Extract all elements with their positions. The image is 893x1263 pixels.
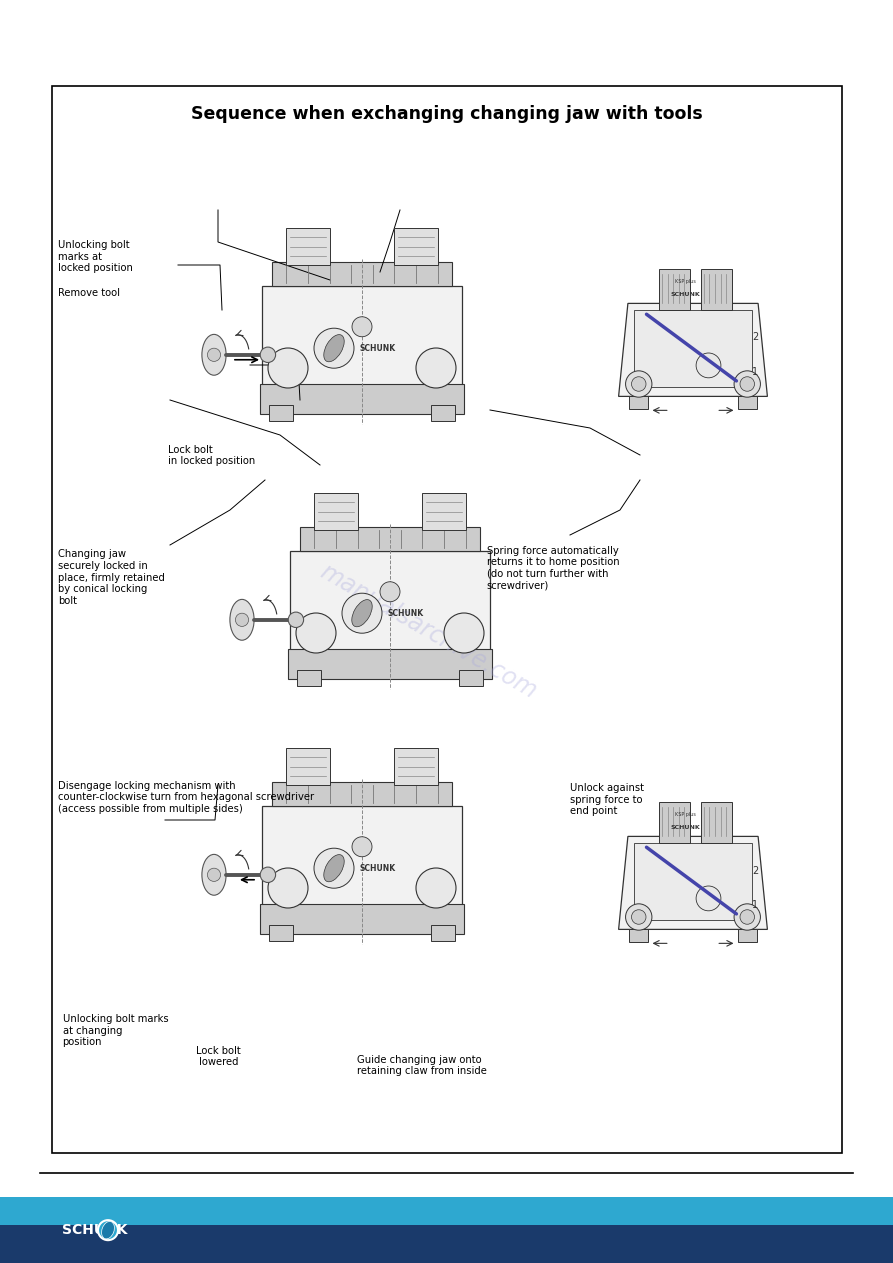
Text: Lock bolt
in locked position: Lock bolt in locked position — [168, 445, 255, 466]
Circle shape — [734, 904, 761, 930]
Bar — [430, 404, 455, 421]
Circle shape — [416, 349, 456, 388]
Text: Disengage locking mechanism with
counter-clockwise turn from hexagonal screwdriv: Disengage locking mechanism with counter… — [58, 781, 314, 813]
Circle shape — [236, 614, 248, 626]
Bar — [430, 925, 455, 941]
Circle shape — [207, 868, 221, 882]
Text: Unlock against
spring force to
end point: Unlock against spring force to end point — [570, 783, 644, 816]
Bar — [738, 930, 756, 942]
Text: SCHUNK: SCHUNK — [388, 609, 424, 618]
Bar — [52, 86, 842, 1153]
Bar — [288, 649, 492, 678]
Polygon shape — [619, 303, 767, 397]
Text: 1: 1 — [752, 899, 758, 909]
Ellipse shape — [202, 854, 226, 895]
Bar — [634, 309, 752, 386]
Bar — [272, 263, 452, 285]
Circle shape — [380, 582, 400, 601]
Text: SCHUNK: SCHUNK — [360, 864, 396, 873]
Circle shape — [631, 909, 646, 925]
Bar — [422, 494, 466, 529]
Bar — [738, 397, 756, 409]
Bar — [297, 669, 321, 686]
Circle shape — [740, 909, 755, 925]
Bar — [262, 285, 462, 393]
Bar — [659, 269, 690, 309]
Bar — [0, 1197, 893, 1263]
Bar — [260, 384, 464, 413]
Circle shape — [314, 849, 354, 888]
Text: SCHUNK: SCHUNK — [360, 344, 396, 352]
Bar — [260, 904, 464, 933]
Text: 2: 2 — [752, 332, 758, 342]
Circle shape — [268, 868, 308, 908]
Circle shape — [268, 349, 308, 388]
Text: Spring force automatically
returns it to home position
(do not turn further with: Spring force automatically returns it to… — [487, 546, 620, 590]
Circle shape — [626, 371, 652, 397]
Circle shape — [734, 371, 761, 397]
Circle shape — [260, 868, 276, 883]
Circle shape — [697, 887, 721, 911]
Circle shape — [342, 594, 382, 633]
Ellipse shape — [352, 600, 372, 626]
Circle shape — [740, 376, 755, 392]
Bar — [300, 528, 480, 551]
Bar — [630, 930, 648, 942]
Text: SCHUNK: SCHUNK — [62, 1223, 128, 1238]
Bar — [394, 749, 438, 784]
Ellipse shape — [324, 335, 344, 361]
Bar — [314, 494, 358, 529]
Bar — [286, 749, 330, 784]
Circle shape — [296, 613, 336, 653]
Polygon shape — [619, 836, 767, 930]
Text: Guide changing jaw onto
retaining claw from inside: Guide changing jaw onto retaining claw f… — [357, 1055, 487, 1076]
Ellipse shape — [324, 855, 344, 882]
Circle shape — [260, 347, 276, 362]
Bar — [272, 782, 452, 806]
Text: SCHUNK: SCHUNK — [671, 825, 700, 830]
Ellipse shape — [102, 1221, 114, 1239]
Text: 2: 2 — [752, 865, 758, 875]
Text: 1: 1 — [752, 366, 758, 376]
Bar — [659, 802, 690, 842]
Bar — [701, 802, 731, 842]
Circle shape — [416, 868, 456, 908]
Text: SCHUNK: SCHUNK — [671, 292, 700, 297]
Ellipse shape — [230, 600, 255, 640]
Bar — [262, 806, 462, 913]
Circle shape — [697, 352, 721, 378]
Bar — [0, 1197, 893, 1225]
Circle shape — [314, 328, 354, 369]
Ellipse shape — [202, 335, 226, 375]
Circle shape — [207, 349, 221, 361]
Bar — [286, 229, 330, 265]
Bar — [290, 551, 490, 658]
Circle shape — [626, 904, 652, 930]
Circle shape — [352, 837, 372, 856]
Circle shape — [352, 317, 372, 337]
Bar — [394, 229, 438, 265]
Circle shape — [631, 376, 646, 392]
Bar — [459, 669, 483, 686]
Text: Unlocking bolt marks
at changing
position: Unlocking bolt marks at changing positio… — [63, 1014, 168, 1047]
Bar — [269, 925, 293, 941]
Text: Sequence when exchanging changing jaw with tools: Sequence when exchanging changing jaw wi… — [190, 105, 703, 123]
Text: Lock bolt
lowered: Lock bolt lowered — [196, 1046, 241, 1067]
Text: KSP plus: KSP plus — [675, 812, 696, 817]
Text: Remove tool: Remove tool — [58, 288, 120, 298]
Circle shape — [98, 1220, 118, 1240]
Circle shape — [288, 613, 304, 628]
Text: Changing jaw
securely locked in
place, firmly retained
by conical locking
bolt: Changing jaw securely locked in place, f… — [58, 549, 165, 606]
Bar — [701, 269, 731, 309]
Circle shape — [444, 613, 484, 653]
Bar — [269, 404, 293, 421]
Bar — [630, 397, 648, 409]
Text: Unlocking bolt
marks at
locked position: Unlocking bolt marks at locked position — [58, 240, 133, 273]
Text: manualsarchive.com: manualsarchive.com — [316, 560, 541, 703]
Bar — [634, 842, 752, 921]
Text: KSP plus: KSP plus — [675, 279, 696, 284]
